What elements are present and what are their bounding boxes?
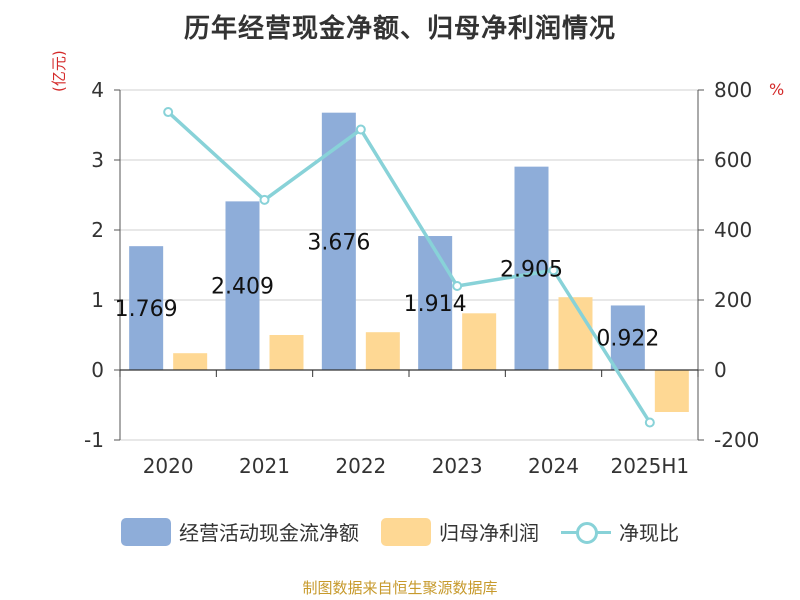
category-label: 2024 [528,454,579,478]
line-cash-ratio [166,110,652,424]
bar-net-profit [365,332,400,370]
point-cash-ratio [548,265,559,276]
category-label: 2020 [143,454,194,478]
chart-legend: 经营活动现金流净额 归母净利润 净现比 [0,517,800,546]
point-cash-ratio [259,194,270,205]
bar-operating-cashflow [129,246,164,370]
legend-label-cash-ratio: 净现比 [619,521,679,545]
bar-operating-cashflow [418,236,453,370]
right-axis-tick-label: 800 [714,78,752,102]
chart-title: 历年经营现金净额、归母净利润情况 [183,14,616,44]
right-axis-tick-label: 400 [714,218,752,242]
point-cash-ratio [452,281,463,291]
category-label: 2023 [432,454,483,478]
bar-operating-cashflow [225,201,260,370]
category-label: 2021 [239,454,290,478]
point-cash-ratio [163,107,174,118]
bar-net-profit [558,297,593,370]
bar-operating-cashflow [610,305,645,370]
data-label-operating-cashflow: 2.409 [211,275,274,300]
right-axis-tick-label: 0 [714,358,727,382]
bar-net-profit [654,370,689,412]
data-label-operating-cashflow: 1.914 [404,292,467,317]
bar-net-profit [269,335,304,370]
data-label-operating-cashflow: 2.905 [500,257,563,282]
left-axis-tick-label: 3 [91,148,104,172]
category-label: 2025H1 [610,454,689,478]
category-label: 2022 [335,454,386,478]
data-label-operating-cashflow: 0.922 [596,327,659,352]
right-axis-tick-label: 200 [714,288,752,312]
legend-label-operating-cashflow: 经营活动现金流净额 [179,521,359,545]
bar-net-profit [462,313,497,370]
left-axis-tick-label: 2 [91,218,104,242]
bar-net-profit [173,353,208,370]
point-cash-ratio [355,124,366,135]
legend-item-net-profit[interactable]: 归母净利润 [381,517,539,546]
right-axis-tick-label: -200 [714,428,759,452]
right-axis-unit: % [769,80,785,99]
left-axis-tick-label: -1 [84,428,104,452]
left-axis-tick-label: 0 [91,358,104,382]
left-axis-tick-label: 1 [91,288,104,312]
point-cash-ratio [644,417,655,428]
legend-swatch-operating-cashflow [121,517,171,546]
right-axis-tick-label: 600 [714,148,752,172]
left-axis-tick-label: 4 [91,78,104,102]
data-label-operating-cashflow: 1.769 [115,297,178,322]
bar-operating-cashflow [514,166,549,370]
data-label-operating-cashflow: 3.676 [307,230,370,255]
data-source-note: 制图数据来自恒生聚源数据库 [302,579,498,597]
legend-swatch-cash-ratio [561,518,611,546]
legend-swatch-net-profit [381,517,431,546]
legend-item-operating-cashflow[interactable]: 经营活动现金流净额 [121,517,359,546]
legend-label-net-profit: 归母净利润 [439,521,539,545]
legend-item-cash-ratio[interactable]: 净现比 [561,517,679,546]
